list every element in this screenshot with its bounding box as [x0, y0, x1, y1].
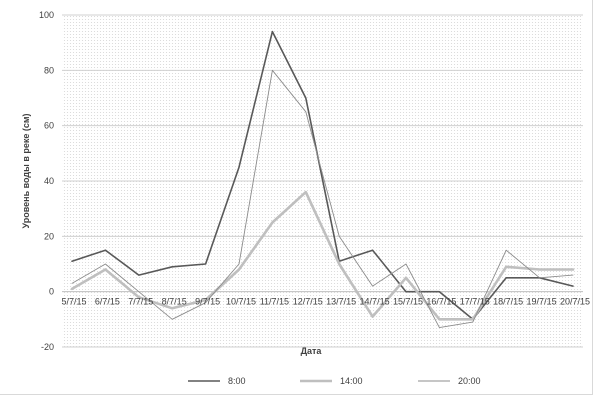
legend: 8:00 14:00 20:00: [188, 376, 481, 386]
x-tick-label: 10/7/15: [226, 297, 256, 307]
x-tick-label: 19/7/15: [527, 297, 557, 307]
x-tick-label: 15/7/15: [393, 297, 423, 307]
y-tick-label: 60: [44, 121, 54, 131]
series-line-2: [71, 69, 574, 329]
y-tick-label: 80: [44, 65, 54, 75]
x-tick-label: 8/7/15: [162, 297, 187, 307]
x-tick-label: 16/7/15: [426, 297, 456, 307]
x-tick-label: 14/7/15: [360, 297, 390, 307]
x-tick-label: 9/7/15: [195, 297, 220, 307]
x-tick-label: 12/7/15: [293, 297, 323, 307]
x-tick-label: 6/7/15: [95, 297, 120, 307]
x-axis-ticks: 5/7/15 6/7/15 7/7/15 8/7/15 9/7/15 10/7/15 11/…: [61, 297, 589, 307]
series-line-1: [70, 190, 575, 321]
y-axis-ticks: -20 0 20 40 60 80 100: [39, 10, 54, 352]
x-tick-label: 13/7/15: [326, 297, 356, 307]
x-axis-title: Дата: [301, 346, 323, 356]
x-tick-label: 11/7/15: [260, 297, 289, 307]
series-lines: [70, 30, 575, 329]
x-tick-label: 5/7/15: [61, 297, 86, 307]
x-tick-label: 17/7/15: [460, 297, 490, 307]
x-tick-label: 18/7/15: [493, 297, 523, 307]
y-tick-label: 40: [44, 176, 54, 186]
y-tick-label: 0: [49, 287, 54, 297]
y-axis-title: Уровень воды в реке (см): [21, 113, 31, 228]
y-tick-label: 20: [44, 231, 54, 241]
x-tick-label: 20/7/15: [560, 297, 590, 307]
x-tick-label: 7/7/15: [128, 297, 153, 307]
y-tick-label: 100: [39, 10, 54, 20]
series-line-0: [71, 30, 574, 321]
gridlines: [62, 14, 583, 348]
legend-label: 8:00: [228, 376, 246, 386]
legend-label: 14:00: [340, 376, 363, 386]
y-tick-label: -20: [41, 342, 54, 352]
legend-label: 20:00: [458, 376, 481, 386]
